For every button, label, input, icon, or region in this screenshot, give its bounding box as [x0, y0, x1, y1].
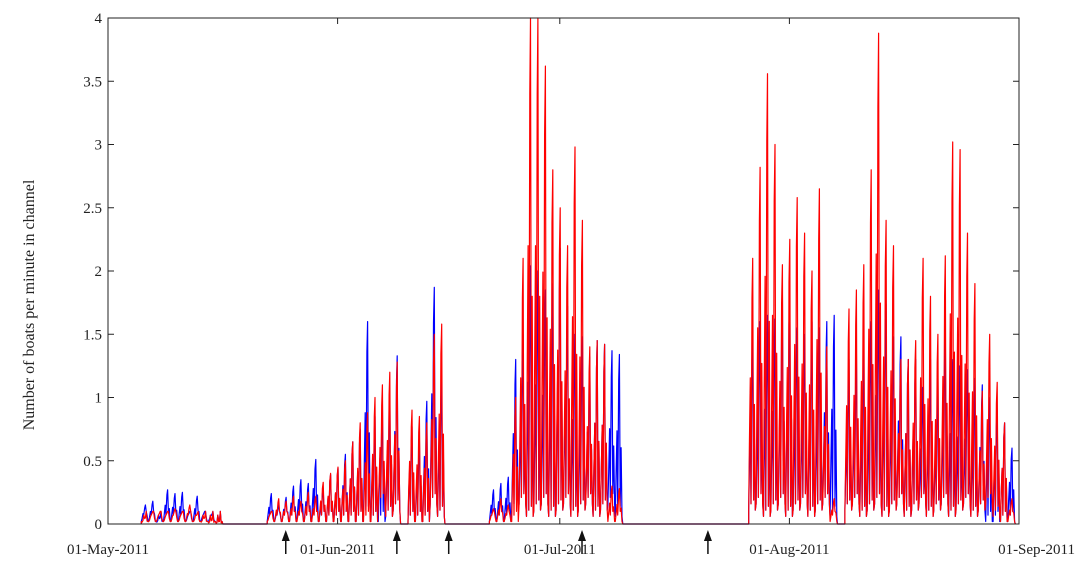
x-tick-label: 01-Jun-2011 — [300, 542, 375, 558]
y-tick-label: 0.5 — [83, 454, 102, 470]
up-arrow-icon — [578, 530, 587, 554]
arrow-markers — [281, 530, 712, 554]
series-layer — [140, 17, 1016, 525]
y-tick-label: 0 — [95, 517, 103, 533]
y-tick-label: 3.5 — [83, 74, 102, 90]
y-tick-label: 2.5 — [83, 201, 102, 217]
x-tick-label: 01-May-2011 — [67, 542, 149, 558]
y-tick-label: 1.5 — [83, 327, 102, 343]
up-arrow-icon — [444, 530, 453, 554]
y-tick-label: 2 — [95, 264, 103, 280]
x-axis: 01-May-2011 01-Jun-2011 01-Jul-2011 01-Aug-… — [67, 18, 1075, 558]
y-tick-label: 3 — [95, 138, 103, 154]
x-tick-label: 01-Aug-2011 — [749, 542, 829, 558]
series-line-red — [140, 17, 1016, 525]
up-arrow-icon — [281, 530, 290, 554]
x-tick-label: 01-Jul-2011 — [524, 542, 596, 558]
x-tick-label: 01-Sep-2011 — [998, 542, 1075, 558]
y-tick-label: 1 — [95, 391, 103, 407]
y-axis-label: Number of boats per minute in channel — [21, 179, 38, 430]
y-tick-label: 4 — [95, 11, 103, 27]
up-arrow-icon — [392, 530, 401, 554]
y-axis: 0 0.5 1 1.5 2 2.5 3 3.5 4 — [83, 11, 1019, 533]
up-arrow-icon — [703, 530, 712, 554]
